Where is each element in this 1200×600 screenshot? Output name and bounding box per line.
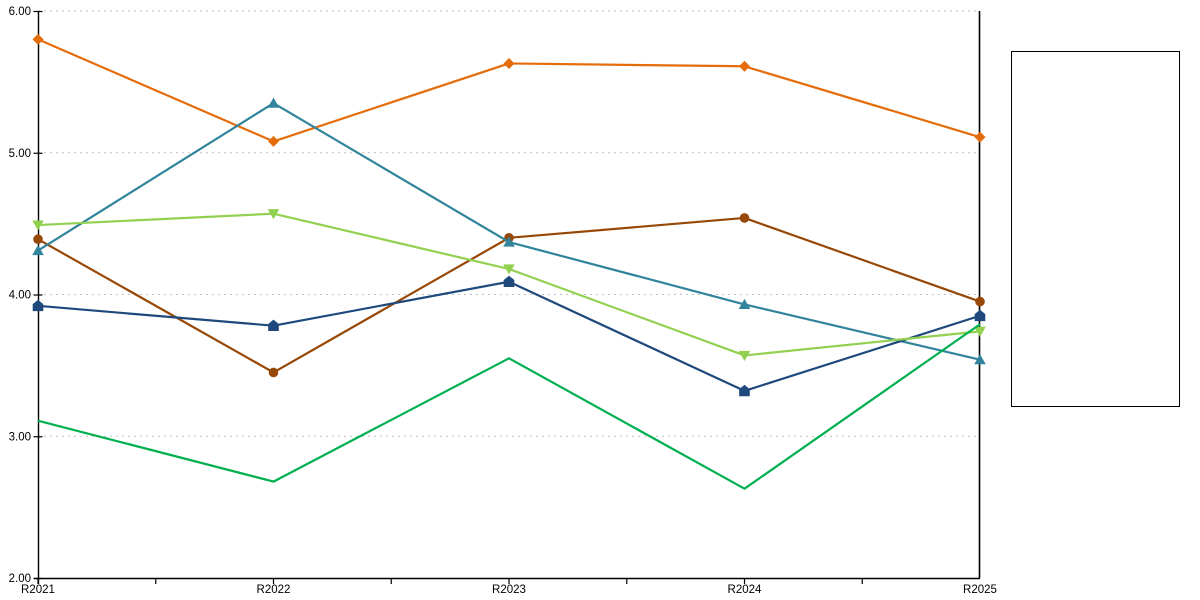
x-tick-label: R2021 — [21, 584, 55, 596]
y-tick-label: 6.00 — [9, 6, 31, 18]
x-tick-label: R2025 — [963, 584, 997, 596]
diamond-marker-icon — [503, 57, 515, 69]
diamond-marker-icon — [268, 135, 279, 147]
series-line-3 — [37, 280, 981, 392]
triangle-up-marker-icon — [32, 245, 44, 256]
series-line-2 — [37, 102, 981, 361]
triangle-up-marker-icon — [503, 236, 515, 247]
triangle-down-marker-icon — [738, 350, 751, 361]
triangle-up-marker-icon — [974, 354, 986, 365]
diamond-marker-icon — [739, 60, 750, 72]
series-line-5 — [37, 323, 981, 490]
triangle-down-marker-icon — [267, 209, 280, 220]
pentagon-marker-icon — [268, 319, 279, 331]
triangle-down-marker-icon — [503, 264, 515, 275]
pentagon-marker-icon — [739, 384, 750, 397]
circle-marker-icon — [268, 367, 279, 378]
pentagon-marker-icon — [974, 309, 986, 322]
diamond-marker-icon — [974, 131, 986, 143]
triangle-up-marker-icon — [738, 298, 751, 310]
triangle-down-marker-icon — [974, 326, 986, 337]
y-tick-label: 5.00 — [9, 148, 31, 160]
x-tick-label: R2023 — [492, 584, 526, 596]
diamond-marker-icon — [32, 33, 44, 45]
triangle-up-marker-icon — [267, 97, 280, 108]
y-tick-label: 3.00 — [9, 431, 31, 443]
circle-marker-icon — [739, 213, 750, 223]
triangle-down-marker-icon — [32, 220, 44, 231]
pentagon-marker-icon — [32, 299, 44, 312]
circle-marker-icon — [33, 234, 43, 245]
y-tick-label: 4.00 — [9, 290, 31, 302]
y-tick-label: 2.00 — [9, 573, 31, 585]
series-line-0 — [37, 38, 981, 143]
pentagon-marker-icon — [503, 275, 515, 288]
x-tick-label: R2024 — [728, 584, 762, 596]
x-tick-label: R2022 — [257, 584, 291, 596]
legend — [1011, 51, 1180, 407]
circle-marker-icon — [975, 296, 985, 307]
